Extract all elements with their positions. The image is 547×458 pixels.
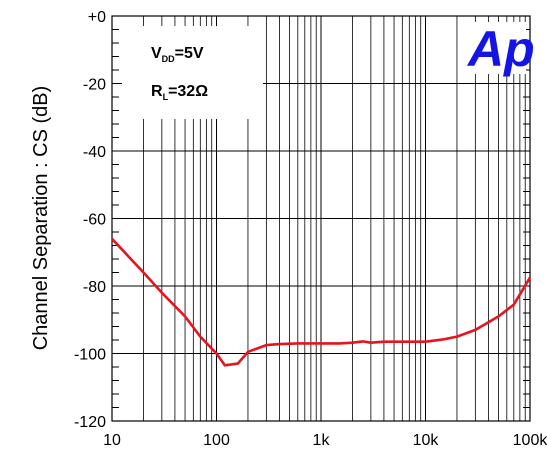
x-axis-ticks: 10 100 1k 10k 100k — [103, 432, 547, 449]
x-tick-label: 10k — [413, 432, 440, 449]
x-tick-label: 1k — [313, 432, 331, 449]
y-tick-label: +0 — [88, 9, 106, 26]
conditions-annotation: VDD=5V RL=32Ω — [122, 26, 263, 119]
y-tick-label: -100 — [74, 347, 106, 364]
y-axis-ticks: +0 -20 -40 -60 -80 -100 -120 — [74, 9, 530, 431]
x-tick-label: 100 — [203, 432, 230, 449]
y-tick-label: -120 — [74, 414, 106, 431]
y-tick-label: -20 — [83, 77, 106, 94]
logo-text: Ap — [466, 21, 535, 77]
annotation-rl: RL=32Ω — [151, 83, 208, 102]
y-tick-label: -40 — [83, 144, 106, 161]
series-line-0 — [111, 237, 532, 367]
x-tick-label: 10 — [103, 432, 121, 449]
ap-logo: Ap — [462, 21, 535, 77]
logo-background — [462, 22, 526, 74]
x-tick-label: 100k — [513, 432, 547, 449]
y-axis-label: Channel Separation : CS (dB) — [30, 86, 52, 351]
annotation-vdd: VDD=5V — [151, 45, 204, 64]
annotation-box — [122, 26, 263, 119]
y-tick-label: -60 — [83, 212, 106, 229]
y-tick-label: -80 — [83, 279, 106, 296]
data-series — [111, 237, 532, 367]
